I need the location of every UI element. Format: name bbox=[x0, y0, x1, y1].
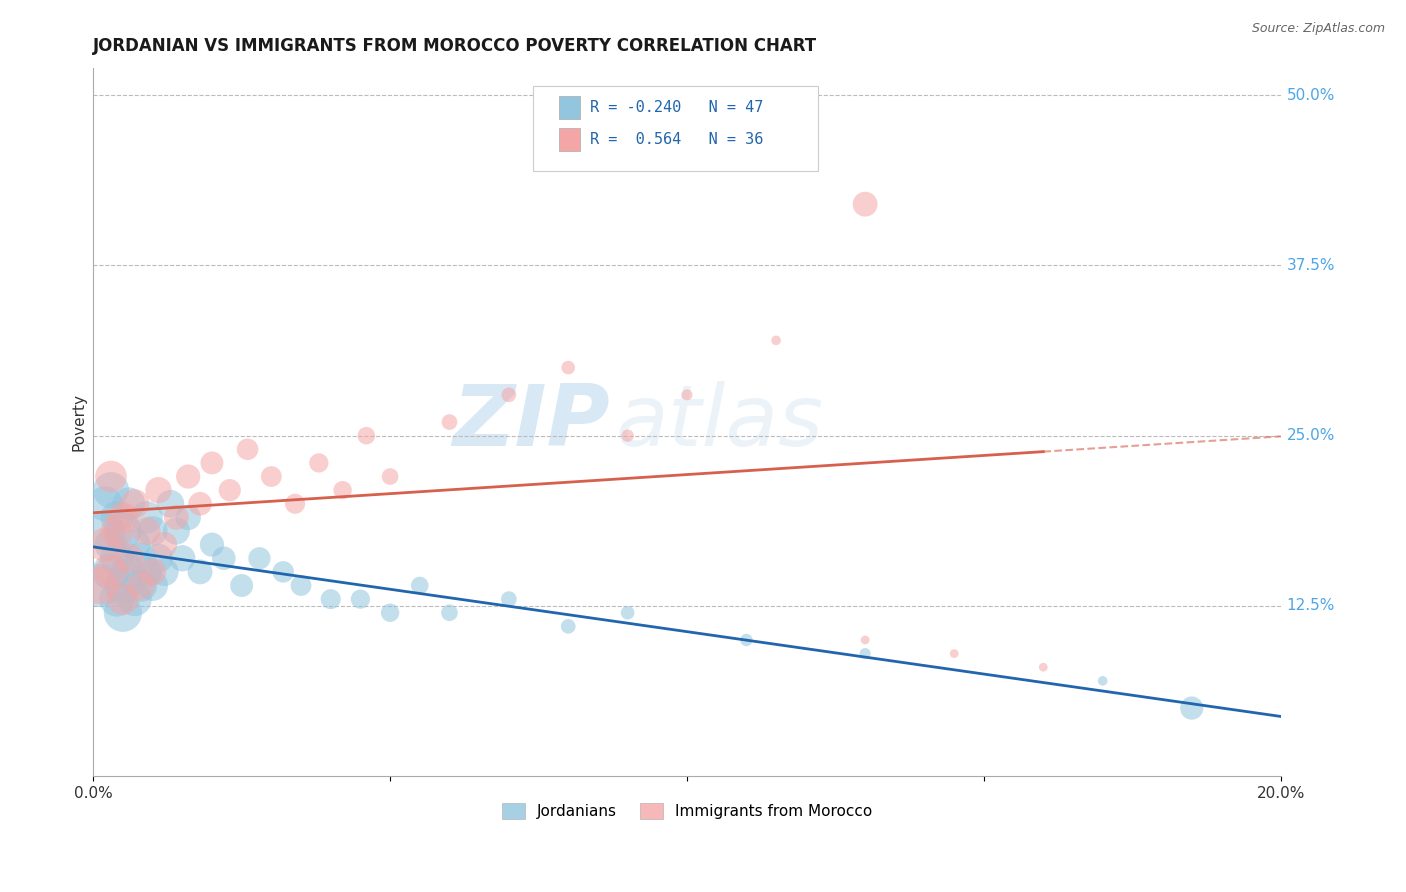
Point bbox=[218, 483, 240, 498]
Point bbox=[118, 551, 141, 566]
Point bbox=[165, 524, 187, 538]
Point bbox=[735, 632, 758, 647]
Point bbox=[105, 551, 128, 566]
Point bbox=[135, 510, 157, 524]
Text: 25.0%: 25.0% bbox=[1286, 428, 1336, 443]
Point bbox=[439, 415, 461, 429]
Point bbox=[853, 647, 876, 661]
Point bbox=[1032, 660, 1054, 674]
Point bbox=[177, 510, 200, 524]
Point bbox=[111, 578, 134, 592]
Point bbox=[129, 578, 152, 592]
Point bbox=[142, 524, 165, 538]
Point bbox=[87, 578, 110, 592]
Point bbox=[356, 428, 378, 442]
Point bbox=[201, 456, 224, 470]
Point bbox=[409, 578, 432, 592]
Point bbox=[231, 578, 253, 592]
Point bbox=[1181, 701, 1204, 715]
Point bbox=[236, 442, 259, 457]
Point bbox=[100, 469, 122, 483]
Point bbox=[349, 592, 371, 607]
Point bbox=[271, 565, 294, 579]
Point bbox=[177, 469, 200, 483]
Point bbox=[148, 483, 170, 498]
Point bbox=[124, 538, 146, 552]
Point bbox=[111, 510, 134, 524]
Point bbox=[290, 578, 312, 592]
Point bbox=[943, 647, 966, 661]
Point bbox=[557, 360, 579, 375]
Text: ZIP: ZIP bbox=[453, 381, 610, 464]
Bar bbox=[558, 128, 581, 151]
FancyBboxPatch shape bbox=[533, 86, 818, 170]
Point bbox=[557, 619, 579, 633]
Point bbox=[111, 606, 134, 620]
Text: JORDANIAN VS IMMIGRANTS FROM MOROCCO POVERTY CORRELATION CHART: JORDANIAN VS IMMIGRANTS FROM MOROCCO POV… bbox=[93, 37, 817, 55]
Point bbox=[118, 497, 141, 511]
Point bbox=[87, 578, 110, 592]
Point bbox=[142, 578, 165, 592]
Point bbox=[332, 483, 354, 498]
Y-axis label: Poverty: Poverty bbox=[72, 393, 86, 451]
Point bbox=[135, 565, 157, 579]
Text: 50.0%: 50.0% bbox=[1286, 87, 1336, 103]
Point bbox=[100, 565, 122, 579]
Text: atlas: atlas bbox=[616, 381, 824, 464]
Point bbox=[188, 497, 211, 511]
Point bbox=[153, 538, 176, 552]
Point bbox=[165, 510, 187, 524]
Point bbox=[249, 551, 271, 566]
Point bbox=[853, 632, 876, 647]
Point bbox=[100, 538, 122, 552]
Point bbox=[105, 524, 128, 538]
Point bbox=[142, 565, 165, 579]
Point bbox=[201, 538, 224, 552]
Point bbox=[498, 388, 520, 402]
Text: R =  0.564   N = 36: R = 0.564 N = 36 bbox=[589, 132, 763, 147]
Point bbox=[105, 510, 128, 524]
Point bbox=[439, 606, 461, 620]
Point bbox=[111, 592, 134, 607]
Point bbox=[378, 469, 401, 483]
Point bbox=[135, 524, 157, 538]
Point bbox=[284, 497, 307, 511]
Text: 12.5%: 12.5% bbox=[1286, 599, 1336, 614]
Point bbox=[159, 497, 181, 511]
Text: R = -0.240   N = 47: R = -0.240 N = 47 bbox=[589, 100, 763, 115]
Point bbox=[111, 524, 134, 538]
Point bbox=[319, 592, 342, 607]
Point bbox=[188, 565, 211, 579]
Point bbox=[129, 578, 152, 592]
Point bbox=[105, 592, 128, 607]
Point bbox=[498, 592, 520, 607]
Point bbox=[100, 483, 122, 498]
Point bbox=[853, 197, 876, 211]
Point bbox=[124, 592, 146, 607]
Point bbox=[378, 606, 401, 620]
Legend: Jordanians, Immigrants from Morocco: Jordanians, Immigrants from Morocco bbox=[496, 797, 879, 825]
Point bbox=[94, 497, 117, 511]
Point bbox=[148, 551, 170, 566]
Point bbox=[212, 551, 235, 566]
Point bbox=[153, 565, 176, 579]
Point bbox=[616, 428, 638, 442]
Point bbox=[129, 551, 152, 566]
Point bbox=[118, 565, 141, 579]
Bar bbox=[558, 96, 581, 119]
Text: 37.5%: 37.5% bbox=[1286, 258, 1336, 273]
Point bbox=[94, 524, 117, 538]
Point bbox=[676, 388, 699, 402]
Point bbox=[124, 497, 146, 511]
Point bbox=[308, 456, 330, 470]
Point bbox=[1091, 673, 1114, 688]
Point bbox=[765, 334, 787, 348]
Point bbox=[616, 606, 638, 620]
Point bbox=[172, 551, 194, 566]
Point bbox=[94, 538, 117, 552]
Point bbox=[260, 469, 283, 483]
Point bbox=[100, 565, 122, 579]
Text: Source: ZipAtlas.com: Source: ZipAtlas.com bbox=[1251, 22, 1385, 36]
